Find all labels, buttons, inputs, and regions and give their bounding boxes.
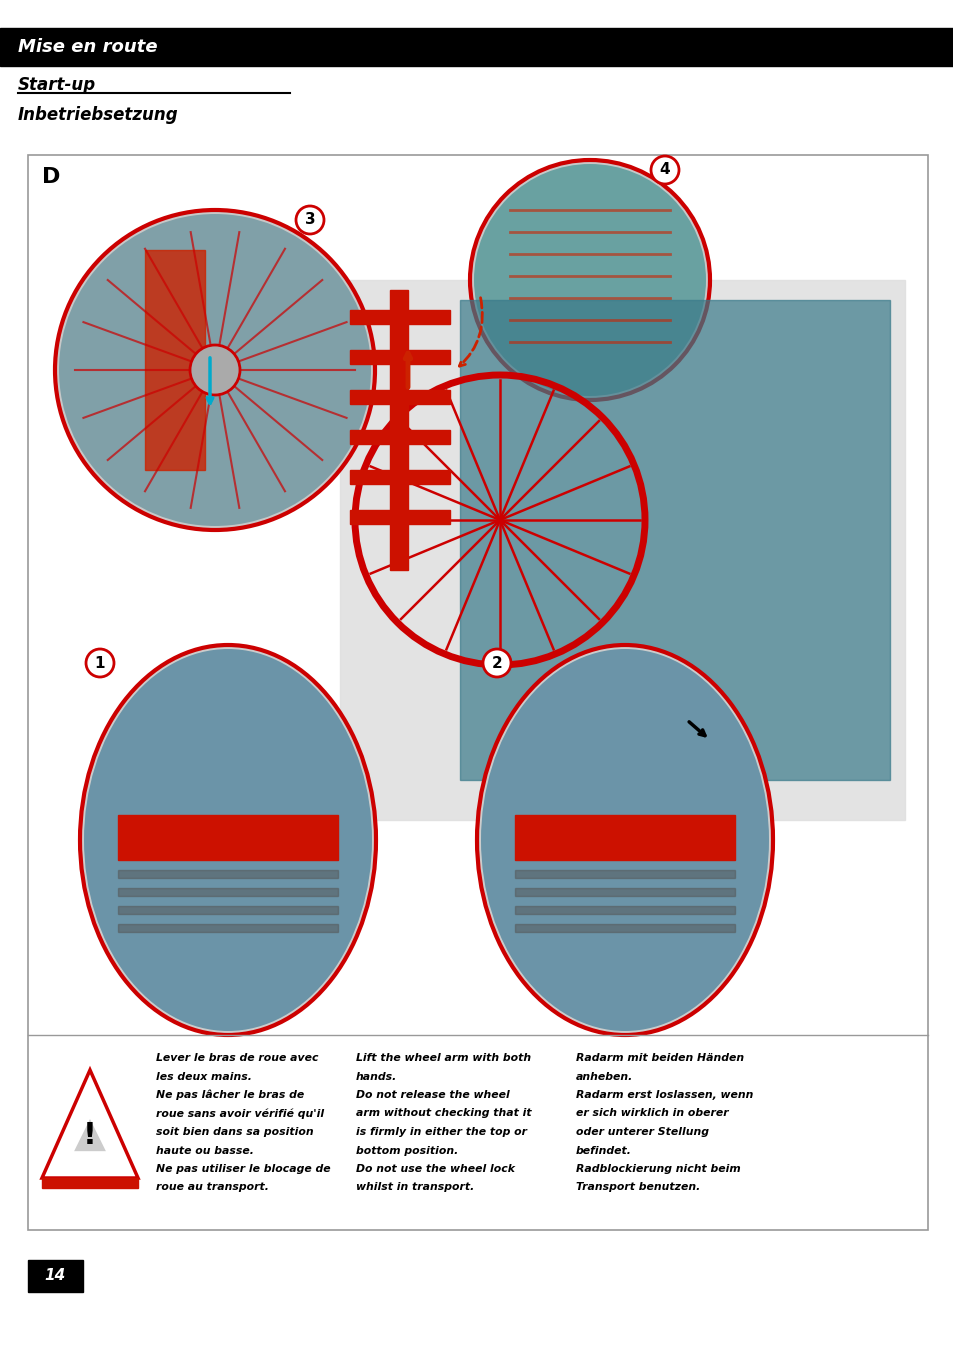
Text: roue au transport.: roue au transport. — [156, 1183, 269, 1192]
Text: 3: 3 — [304, 212, 315, 228]
Bar — [28, 155, 927, 1230]
Bar — [145, 250, 205, 470]
Text: befindet.: befindet. — [576, 1146, 631, 1156]
Circle shape — [474, 163, 705, 396]
Bar — [118, 888, 337, 896]
Bar — [350, 431, 450, 444]
Text: 2: 2 — [491, 656, 502, 671]
Text: oder unterer Stellung: oder unterer Stellung — [576, 1127, 708, 1137]
Text: Mise en route: Mise en route — [18, 38, 157, 55]
Bar — [42, 1179, 138, 1188]
Text: 4: 4 — [659, 162, 670, 177]
Bar — [350, 390, 450, 404]
Text: Lift the wheel arm with both: Lift the wheel arm with both — [355, 1053, 531, 1062]
Ellipse shape — [80, 645, 375, 1035]
Bar — [350, 350, 450, 365]
Circle shape — [650, 157, 679, 184]
Text: soit bien dans sa position: soit bien dans sa position — [156, 1127, 314, 1137]
Bar — [515, 923, 734, 932]
Bar — [0, 28, 953, 66]
Circle shape — [295, 207, 324, 234]
Text: Radarm erst loslassen, wenn: Radarm erst loslassen, wenn — [576, 1089, 753, 1100]
Text: anheben.: anheben. — [576, 1072, 633, 1081]
Bar — [118, 815, 337, 860]
Text: Lever le bras de roue avec: Lever le bras de roue avec — [156, 1053, 318, 1062]
Ellipse shape — [480, 649, 768, 1031]
Bar — [515, 906, 734, 914]
Bar — [459, 300, 889, 780]
Ellipse shape — [84, 649, 372, 1031]
Text: Inbetriebsetzung: Inbetriebsetzung — [18, 107, 178, 124]
Text: les deux mains.: les deux mains. — [156, 1072, 252, 1081]
Bar — [350, 310, 450, 324]
Text: Do not use the wheel lock: Do not use the wheel lock — [355, 1164, 515, 1174]
Text: Radblockierung nicht beim: Radblockierung nicht beim — [576, 1164, 740, 1174]
Text: Start-up: Start-up — [18, 76, 96, 95]
Text: hands.: hands. — [355, 1072, 396, 1081]
Bar — [390, 290, 408, 570]
Bar — [118, 906, 337, 914]
Text: 14: 14 — [45, 1269, 66, 1284]
Text: !: ! — [83, 1120, 97, 1149]
Bar — [28, 1260, 83, 1292]
Circle shape — [482, 649, 511, 676]
Bar — [118, 923, 337, 932]
Bar — [350, 510, 450, 524]
Text: D: D — [42, 167, 60, 188]
Circle shape — [470, 161, 709, 400]
Circle shape — [190, 346, 240, 396]
Circle shape — [55, 211, 375, 531]
Circle shape — [86, 649, 113, 676]
Text: haute ou basse.: haute ou basse. — [156, 1146, 253, 1156]
Circle shape — [59, 215, 371, 526]
Bar — [515, 888, 734, 896]
Text: 1: 1 — [94, 656, 105, 671]
Text: ▲: ▲ — [74, 1114, 106, 1156]
Text: Radarm mit beiden Händen: Radarm mit beiden Händen — [576, 1053, 743, 1062]
Text: bottom position.: bottom position. — [355, 1146, 457, 1156]
Text: Ne pas lâcher le bras de: Ne pas lâcher le bras de — [156, 1089, 304, 1100]
Text: Do not release the wheel: Do not release the wheel — [355, 1089, 509, 1100]
Text: is firmly in either the top or: is firmly in either the top or — [355, 1127, 526, 1137]
Text: whilst in transport.: whilst in transport. — [355, 1183, 474, 1192]
Bar — [515, 869, 734, 878]
Polygon shape — [42, 1071, 138, 1179]
Bar — [515, 815, 734, 860]
Bar — [118, 869, 337, 878]
Text: arm without checking that it: arm without checking that it — [355, 1108, 531, 1119]
Text: roue sans avoir vérifié qu'il: roue sans avoir vérifié qu'il — [156, 1108, 324, 1119]
Ellipse shape — [476, 645, 772, 1035]
Text: Ne pas utiliser le blocage de: Ne pas utiliser le blocage de — [156, 1164, 331, 1174]
Text: er sich wirklich in oberer: er sich wirklich in oberer — [576, 1108, 728, 1119]
Bar — [350, 470, 450, 485]
Bar — [339, 279, 904, 819]
Text: Transport benutzen.: Transport benutzen. — [576, 1183, 700, 1192]
